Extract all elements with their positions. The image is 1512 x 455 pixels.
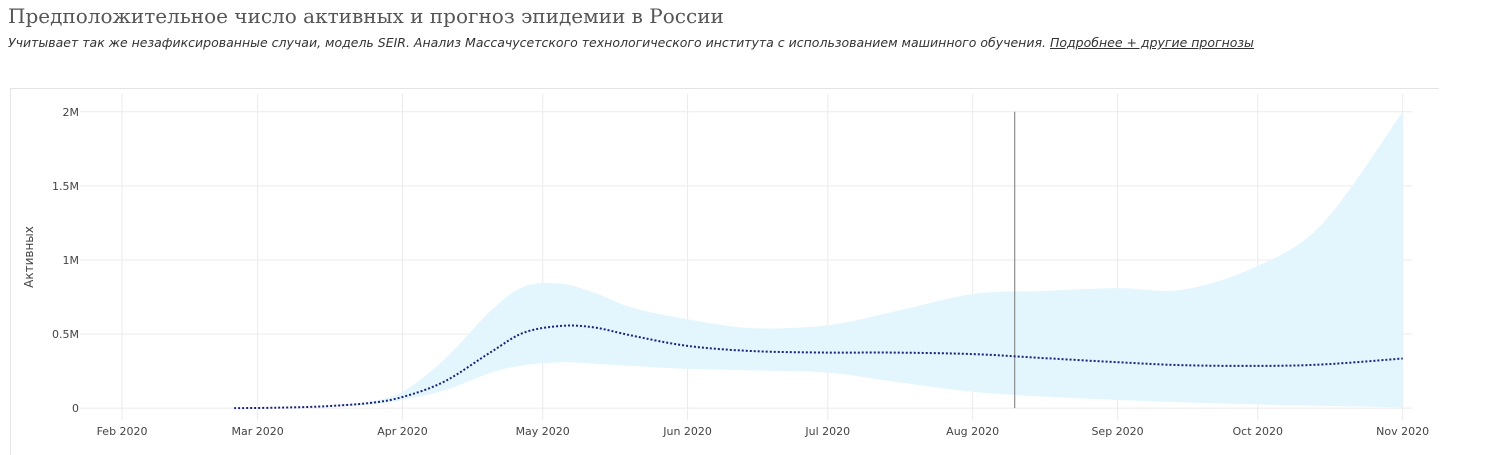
x-tick-label: Aug 2020 — [946, 425, 999, 438]
x-tick-label: May 2020 — [516, 425, 570, 438]
subtitle-text: Учитывает так же незафиксированные случа… — [8, 35, 1046, 50]
x-tick-label: Sep 2020 — [1091, 425, 1143, 438]
x-tick-label: Jul 2020 — [804, 425, 850, 438]
x-tick-labels: Feb 2020 Mar 2020 Apr 2020 May 2020 Jun 2020… — [97, 425, 1430, 438]
series-line — [234, 324, 1403, 410]
y-tick-label: 1M — [63, 254, 80, 267]
y-axis-label: Активных — [22, 226, 36, 288]
chart-subtitle: Учитывает так же незафиксированные случа… — [8, 35, 1254, 50]
x-tick-label: Nov 2020 — [1376, 425, 1429, 438]
x-tick-label: Apr 2020 — [377, 425, 428, 438]
more-forecasts-link[interactable]: Подробнее + другие прогнозы — [1049, 35, 1254, 50]
x-tick-label: Feb 2020 — [97, 425, 148, 438]
y-tick-labels: 0 0.5M 1M 1.5M 2M — [52, 106, 79, 415]
x-tick-label: Mar 2020 — [231, 425, 283, 438]
chart-title: Предположительное число активных и прогн… — [8, 4, 724, 28]
chart-panel — [10, 88, 1439, 455]
y-tick-label: 1.5M — [52, 180, 79, 193]
x-tick-label: Jun 2020 — [662, 425, 712, 438]
y-tick-label: 2M — [63, 106, 80, 119]
confidence-band — [323, 111, 1403, 408]
y-tick-label: 0.5M — [52, 328, 79, 341]
y-tick-label: 0 — [72, 402, 79, 415]
x-tick-label: Oct 2020 — [1233, 425, 1284, 438]
